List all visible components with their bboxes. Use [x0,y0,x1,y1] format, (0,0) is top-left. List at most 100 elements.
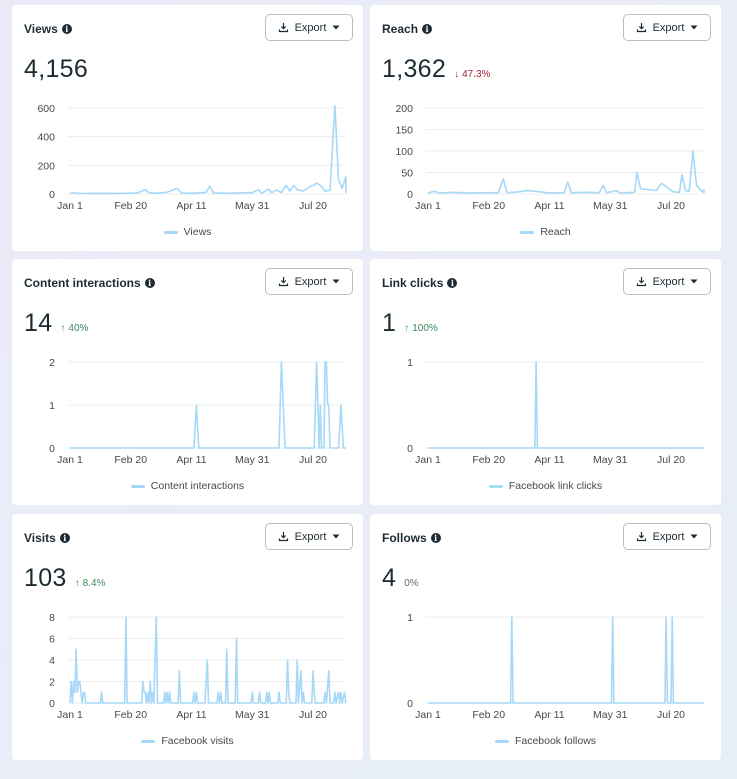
y-tick-label: 1 [407,612,413,624]
card-title-text: Views [24,22,58,36]
metric-delta: ↑ 8.4% [75,578,106,589]
card-title-text: Visits [24,531,56,545]
export-button[interactable]: Export [623,523,711,550]
caret-down-icon [690,25,698,30]
x-tick-label: May 31 [235,454,270,466]
metric-summary: 4,156 [24,55,88,84]
chart-legend[interactable]: Facebook visits [12,735,363,747]
x-tick-label: Jul 20 [299,454,327,466]
legend-label: Facebook link clicks [508,480,603,492]
info-icon[interactable]: i [447,278,458,288]
x-tick-label: Jan 1 [415,709,441,721]
chart-legend[interactable]: Views [12,226,363,238]
delta-arrow-icon: ↑ [74,578,80,589]
chart-legend[interactable]: Reach [370,226,721,238]
card-title: Visits i [24,531,70,545]
card-title: Views i [24,22,72,36]
metric-delta: 0% [404,578,418,589]
x-tick-label: Feb 20 [114,454,147,466]
series-line-facebook-visits[interactable] [69,616,347,704]
download-icon [636,532,646,542]
series-line-facebook-link-clicks[interactable] [428,361,704,449]
legend-label: Content interactions [150,480,245,492]
metric-delta: ↑ 100% [404,323,438,334]
delta-arrow-icon: ↑ [404,323,410,334]
x-tick-label: Apr 11 [534,200,564,212]
x-tick-label: Jan 1 [57,709,83,721]
x-tick-label: Apr 11 [176,709,206,721]
x-tick-label: Feb 20 [472,709,505,721]
series-line-facebook-follows[interactable] [428,616,704,704]
y-tick-label: 4 [49,655,55,667]
info-icon[interactable]: i [430,533,441,543]
x-tick-label: Apr 11 [176,200,206,212]
download-icon [278,277,288,287]
metric-summary: 14 ↑ 40% [24,309,88,338]
metric-value: 4,156 [24,55,89,83]
delta-text: 0% [404,578,419,589]
download-icon [278,23,288,33]
card-title-text: Follows [382,531,427,545]
caret-down-icon [690,534,698,539]
x-tick-label: Jul 20 [299,709,327,721]
x-tick-label: Apr 11 [534,454,564,466]
legend-swatch [520,230,535,234]
info-icon[interactable]: i [144,278,155,288]
export-label: Export [294,275,327,288]
delta-arrow-icon: ↓ [454,69,460,80]
y-tick-label: 0 [49,443,55,455]
y-tick-label: 1 [407,357,413,369]
info-icon[interactable]: i [59,533,70,543]
export-button[interactable]: Export [265,268,353,295]
export-button[interactable]: Export [623,268,711,295]
series-line-views[interactable] [69,105,347,195]
legend-label: Facebook follows [514,735,597,747]
export-button[interactable]: Export [265,14,353,41]
y-tick-label: 0 [49,698,55,710]
card-title-text: Link clicks [382,276,444,290]
export-button[interactable]: Export [265,523,353,550]
chart-legend[interactable]: Facebook follows [370,735,721,747]
x-tick-label: Feb 20 [114,709,147,721]
legend-swatch [130,484,145,488]
info-icon[interactable]: i [61,24,72,34]
x-tick-label: Jan 1 [415,454,441,466]
metric-value: 14 [24,309,53,337]
download-icon [636,277,646,287]
export-label: Export [652,21,685,34]
metric-value: 1,362 [382,55,447,83]
download-icon [636,23,646,33]
x-tick-label: Apr 11 [534,709,564,721]
delta-arrow-icon: ↑ [60,323,66,334]
x-tick-label: May 31 [235,200,270,212]
chart-legend[interactable]: Facebook link clicks [370,480,721,492]
card-title: Reach i [382,22,433,36]
y-tick-label: 6 [49,634,55,646]
metric-value: 103 [24,564,67,592]
caret-down-icon [690,279,698,284]
series-line-reach[interactable] [427,150,705,194]
card-title-text: Reach [382,22,419,36]
chart-legend[interactable]: Content interactions [12,480,363,492]
y-tick-label: 2 [49,677,55,689]
y-tick-label: 200 [37,160,55,172]
delta-text: 40% [68,323,89,334]
metric-delta: ↑ 40% [60,323,88,334]
line-chart: 0 1 Jan 1 Feb 20 Apr 11 May 31 Jul 20 [407,357,704,466]
export-button[interactable]: Export [623,14,711,41]
x-tick-label: Jul 20 [299,200,327,212]
x-tick-label: May 31 [593,200,628,212]
caret-down-icon [332,279,340,284]
x-tick-label: Jan 1 [57,454,83,466]
y-tick-label: 0 [407,443,413,455]
y-tick-label: 0 [407,698,413,710]
metric-value: 4 [382,564,397,592]
y-tick-label: 100 [395,146,413,158]
x-tick-label: Feb 20 [472,454,505,466]
x-tick-label: Jan 1 [57,200,83,212]
info-icon[interactable]: i [422,24,433,34]
series-line-content-interactions[interactable] [70,361,346,449]
metric-value: 1 [382,309,397,337]
legend-swatch [494,739,509,743]
legend-label: Facebook visits [161,735,234,747]
